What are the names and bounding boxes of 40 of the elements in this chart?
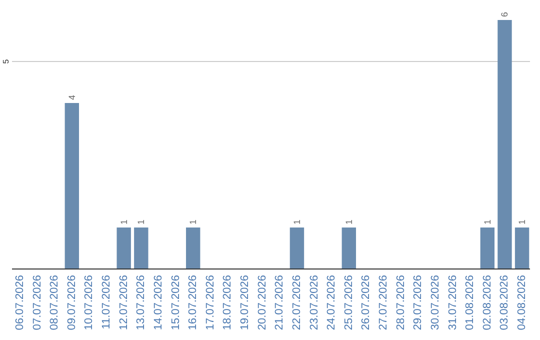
x-tick-label: 03.08.2026	[498, 275, 511, 330]
x-tick-label: 24.07.2026	[326, 275, 338, 330]
x-tick-label: 23.07.2026	[308, 275, 320, 330]
x-tick-label: 18.07.2026	[222, 275, 234, 330]
x-tick-label: 11.07.2026	[100, 275, 113, 330]
x-tick-label: 12.07.2026	[118, 275, 130, 330]
data-label: 1	[118, 219, 129, 224]
data-label: 1	[188, 219, 198, 224]
x-tick-label: 30.07.2026	[429, 275, 442, 330]
x-tick-label: 04.08.2026	[516, 275, 528, 330]
y-tick-label: 5	[2, 58, 10, 64]
data-label: 1	[517, 219, 528, 224]
x-tick-label: 31.07.2026	[446, 275, 459, 330]
x-tick-label: 09.07.2026	[66, 275, 78, 330]
x-tick-label: 01.08.2026	[464, 275, 476, 330]
x-tick-label: 08.07.2026	[48, 275, 61, 330]
data-label: 1	[292, 219, 302, 224]
data-label: 1	[136, 219, 146, 224]
x-tick-label: 13.07.2026	[135, 275, 148, 330]
x-tick-label: 29.07.2026	[412, 275, 424, 330]
x-tick-label: 28.07.2026	[394, 275, 407, 330]
data-label: 4	[66, 94, 77, 100]
x-tick-label: 22.07.2026	[290, 275, 303, 330]
x-tick-label: 17.07.2026	[204, 275, 216, 330]
x-tick-label: 07.07.2026	[31, 275, 44, 330]
x-tick-label: 14.07.2026	[152, 275, 164, 330]
data-label: 1	[482, 219, 492, 224]
x-tick-label: 20.07.2026	[256, 275, 268, 330]
x-tick-label: 21.07.2026	[274, 275, 286, 330]
x-tick-label: 16.07.2026	[187, 275, 200, 330]
x-tick-label: 26.07.2026	[360, 275, 372, 330]
data-label: 1	[344, 219, 354, 224]
x-tick-label: 10.07.2026	[83, 275, 96, 330]
x-tick-label: 15.07.2026	[170, 275, 182, 330]
x-tick-label: 19.07.2026	[239, 275, 252, 330]
x-tick-label: 27.07.2026	[378, 275, 390, 330]
data-label: 6	[500, 12, 510, 17]
x-tick-label: 02.08.2026	[481, 275, 494, 330]
x-tick-label: 25.07.2026	[342, 275, 355, 330]
x-tick-label: 06.07.2026	[14, 275, 26, 330]
